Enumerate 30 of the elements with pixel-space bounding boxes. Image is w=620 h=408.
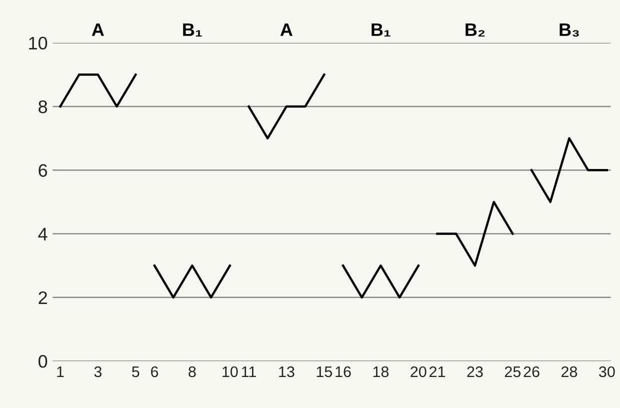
- y-tick-label: 8: [38, 100, 48, 114]
- y-tick-label: 4: [38, 228, 48, 240]
- x-tick-label: 1: [57, 366, 64, 378]
- x-tick-label: 26: [524, 366, 540, 378]
- text: A: [92, 23, 104, 36]
- x-tick-label: 3: [94, 366, 102, 378]
- x-tick-label: 18: [373, 366, 389, 378]
- x-tick-label: 25: [504, 366, 521, 378]
- x-tick-label: 20: [410, 366, 426, 378]
- text: B₃: [560, 23, 579, 37]
- text: B₁: [183, 23, 202, 36]
- y-tick-label: 6: [38, 164, 48, 177]
- text: A: [280, 23, 292, 36]
- y-tick-label: 10: [29, 36, 48, 50]
- x-tick-label: 10: [222, 366, 238, 378]
- x-tick-label: 21: [430, 366, 446, 378]
- x-tick-label: 23: [467, 366, 483, 378]
- x-tick-label: 13: [279, 366, 294, 378]
- x-tick-label: 15: [316, 366, 332, 378]
- text: B₁: [372, 23, 390, 36]
- y-tick-label: 2: [38, 291, 47, 304]
- x-tick-label: 8: [188, 366, 196, 378]
- text: B₂: [466, 23, 485, 36]
- x-tick-label: 5: [132, 366, 140, 378]
- x-tick-label: 28: [562, 366, 578, 378]
- x-tick-label: 6: [151, 366, 158, 378]
- x-tick-label: 30: [599, 366, 615, 378]
- x-tick-label: 11: [242, 366, 256, 378]
- y-tick-label: 0: [38, 355, 48, 368]
- x-tick-label: 16: [336, 366, 351, 378]
